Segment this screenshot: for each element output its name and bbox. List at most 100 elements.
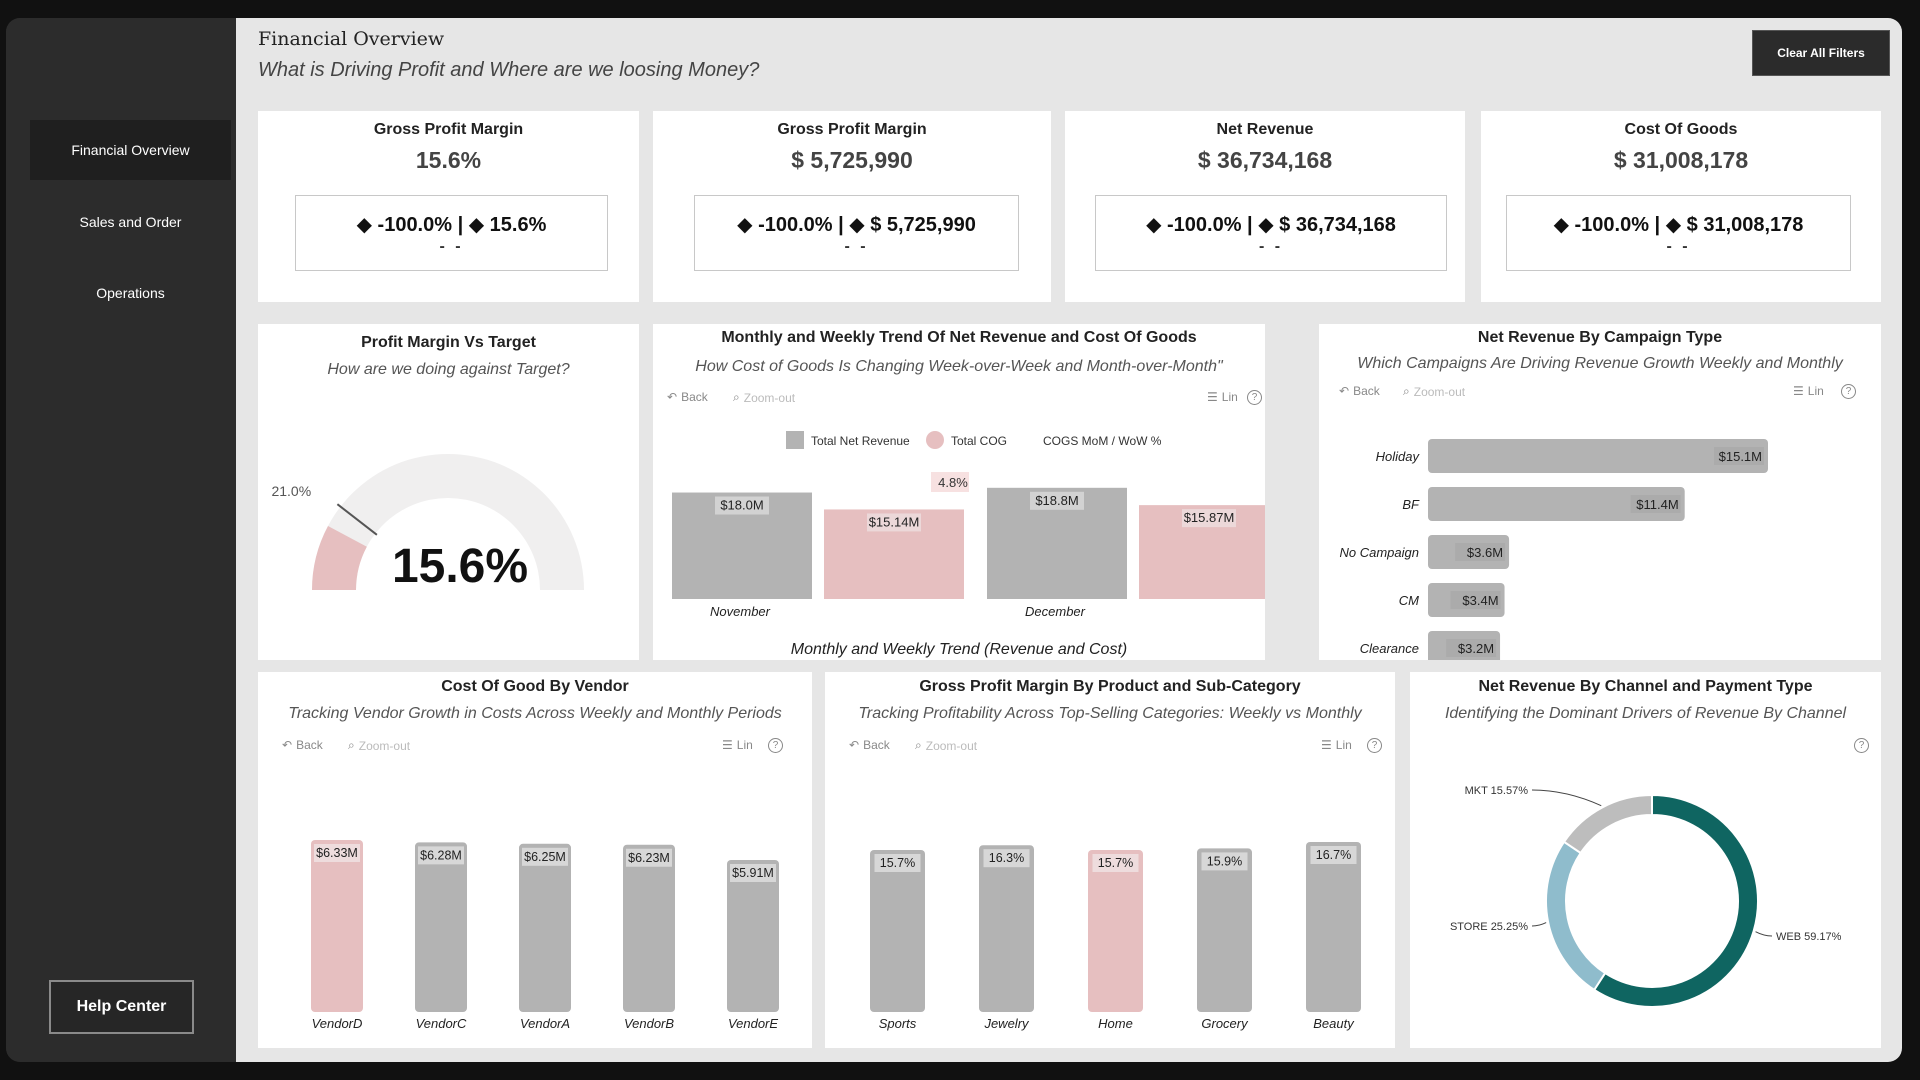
help-button[interactable]: ? — [1247, 390, 1262, 405]
channel-chart: WEB 59.17% STORE 25.25% MKT 15.57% — [1450, 785, 1842, 1008]
back-button[interactable]: ↶ Back — [849, 738, 890, 752]
bar[interactable] — [870, 850, 925, 1012]
gauge-target-marker — [336, 503, 378, 536]
donut-slice[interactable] — [1562, 793, 1653, 855]
card-subtitle: Which Campaigns Are Driving Revenue Grow… — [1357, 355, 1843, 372]
help-center-button[interactable]: Help Center — [49, 980, 194, 1034]
campaign-bar-label: $3.2M — [1458, 641, 1494, 656]
card-subtitle: How Cost of Goods Is Changing Week-over-… — [695, 358, 1223, 375]
campaign-bar[interactable] — [1428, 583, 1505, 617]
donut-label: MKT 15.57% — [1465, 785, 1529, 797]
zoom-out-button[interactable]: ⌕ Zoom-out — [915, 738, 978, 753]
bar-value-label: $6.33M — [316, 846, 358, 860]
donut-slice[interactable] — [1545, 840, 1607, 992]
magnifier-icon: ⌕ — [348, 738, 355, 752]
trend-annotation: 4.8% — [938, 475, 968, 490]
gauge-card: Profit Margin Vs Target How are we doing… — [258, 324, 639, 660]
linear-scale-button[interactable]: ☰ Lin — [1207, 390, 1238, 404]
bar-category-label: VendorD — [312, 1016, 363, 1031]
bar[interactable] — [311, 840, 363, 1012]
sidebar-item-financial-overview[interactable]: Financial Overview — [30, 120, 231, 180]
linear-scale-button[interactable]: ☰ Lin — [1321, 738, 1352, 752]
bar-value-label: 15.7% — [880, 856, 915, 870]
bar-value-label: $6.25M — [524, 850, 566, 864]
linear-scale-button[interactable]: ☰ Lin — [722, 738, 753, 752]
visual-toolbar: ↶ Back ⌕ Zoom-out ☰ Lin ? — [667, 390, 1262, 410]
card-subtitle: Identifying the Dominant Drivers of Reve… — [1444, 705, 1847, 722]
help-button[interactable]: ? — [768, 738, 783, 753]
campaign-bar[interactable] — [1428, 631, 1501, 660]
back-icon: ↶ — [667, 390, 678, 404]
kpi-comparison-box: ◆ -100.0% | ◆ 15.6% - - — [295, 195, 608, 271]
bar-label-bg — [1310, 846, 1357, 864]
visual-toolbar: ↶ Back ⌕ Zoom-out ☰ Lin ? — [282, 738, 802, 758]
legend-label: COGS MoM / WoW % — [1043, 434, 1162, 448]
bar[interactable] — [979, 845, 1034, 1012]
card-subtitle: How are we doing against Target? — [327, 361, 570, 378]
bar-label-bg — [626, 848, 672, 867]
campaign-category-label: CM — [1399, 593, 1419, 608]
bar[interactable] — [415, 842, 467, 1012]
kpi-delta: ◆ -100.0% | ◆ $ 31,008,178 — [1553, 214, 1804, 236]
card-subtitle: Tracking Vendor Growth in Costs Across W… — [288, 705, 782, 722]
bar-label-bg — [874, 854, 921, 872]
bar-value-label: 16.3% — [989, 851, 1024, 865]
list-icon: ☰ — [1321, 738, 1332, 752]
bar[interactable] — [623, 844, 675, 1012]
trend-bar-label-bg — [867, 513, 921, 532]
bar-value-label: 15.9% — [1207, 854, 1242, 868]
bar[interactable] — [1306, 842, 1361, 1012]
help-button[interactable]: ? — [1854, 738, 1869, 753]
campaign-category-label: Holiday — [1376, 449, 1421, 464]
zoom-out-button[interactable]: ⌕ Zoom-out — [1403, 384, 1466, 399]
bar[interactable] — [727, 860, 779, 1012]
zoom-out-button[interactable]: ⌕ Zoom-out — [733, 390, 796, 405]
product-card: Gross Profit Margin By Product and Sub-C… — [825, 672, 1395, 1048]
back-button[interactable]: ↶ Back — [1339, 384, 1380, 398]
linear-scale-button[interactable]: ☰ Lin — [1793, 384, 1824, 398]
clear-all-filters-button[interactable]: Clear All Filters — [1752, 30, 1890, 76]
bar-label-bg — [983, 849, 1030, 868]
campaign-bar[interactable] — [1428, 439, 1768, 473]
bar-label-bg — [1201, 852, 1248, 871]
campaign-bar-label-bg — [1714, 447, 1764, 465]
help-button[interactable]: ? — [1841, 384, 1856, 399]
bar[interactable] — [519, 843, 571, 1012]
card-title: Cost Of Good By Vendor — [441, 678, 629, 695]
bar[interactable] — [1088, 850, 1143, 1012]
bar-category-label: Beauty — [1313, 1016, 1355, 1031]
bar-value-label: $6.28M — [420, 848, 462, 862]
kpi-dash: - - — [844, 238, 869, 255]
campaign-bar[interactable] — [1428, 487, 1685, 521]
back-button[interactable]: ↶ Back — [667, 390, 708, 404]
bar-category-label: Home — [1098, 1016, 1133, 1031]
gauge-chart: 21.0% 15.6% — [271, 453, 584, 593]
kpi-dash: - - — [1258, 238, 1284, 255]
campaign-bar-label-bg — [1450, 591, 1501, 609]
back-icon: ↶ — [282, 738, 293, 752]
gauge-value-arc — [312, 525, 367, 590]
card-title: Net Revenue By Channel and Payment Type — [1478, 678, 1813, 695]
bar-category-label: Grocery — [1201, 1016, 1249, 1031]
back-button[interactable]: ↶ Back — [282, 738, 323, 752]
trend-bar-label-bg — [1030, 491, 1084, 510]
donut-slice[interactable] — [1592, 793, 1759, 1008]
question-icon: ? — [1854, 738, 1869, 753]
sidebar-item-sales-and-order[interactable]: Sales and Order — [79, 214, 182, 230]
trend-bar-label-bg — [1182, 509, 1236, 528]
campaign-category-label: BF — [1402, 497, 1420, 512]
bar-value-label: 15.7% — [1098, 856, 1133, 870]
help-button[interactable]: ? — [1367, 738, 1382, 753]
sidebar-item-operations[interactable]: Operations — [96, 285, 165, 301]
vendor-chart: $6.33M VendorD $6.28M VendorC $6.25M VendorA $… — [311, 840, 779, 1031]
gauge-target-label: 21.0% — [271, 483, 311, 499]
zoom-out-button[interactable]: ⌕ Zoom-out — [348, 738, 411, 753]
donut-leader-line — [1755, 931, 1773, 937]
kpi-dash: - - — [439, 238, 464, 255]
campaign-bar[interactable] — [1428, 535, 1510, 569]
trend-bar-label: $15.87M — [1184, 510, 1235, 525]
trend-bar-label: $15.14M — [869, 514, 920, 529]
bar[interactable] — [1197, 848, 1252, 1012]
campaign-bar-label: $3.4M — [1462, 593, 1498, 608]
campaign-category-label: No Campaign — [1340, 545, 1420, 560]
